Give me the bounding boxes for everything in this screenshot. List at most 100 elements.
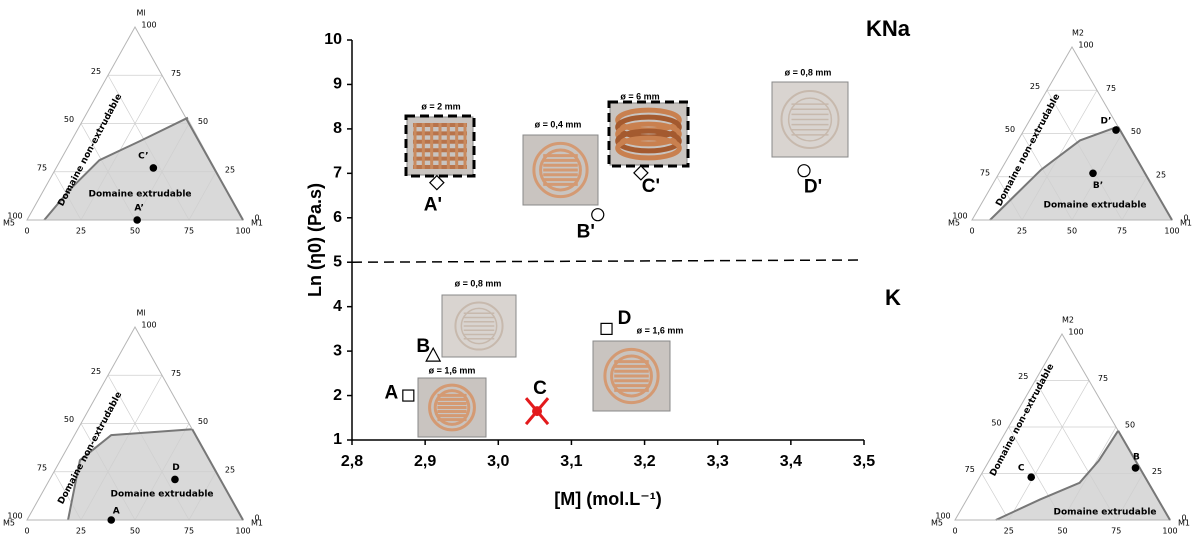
ternary-point [1027,473,1036,482]
ternary-grid-line [1046,90,1123,221]
ternary-edge [191,428,244,521]
ternary-point-label: B’ [1093,181,1103,191]
photo-caption: ø = 1,6 mm [429,365,476,375]
y-tick-label: 6 [333,209,342,226]
ternary-grid-line [107,75,190,221]
photo-caption: ø = 2 mm [421,101,460,111]
ternary-tick-label: 50 [130,227,140,236]
ternary-grid-line [1121,176,1148,221]
photo-ring [433,389,471,426]
ternary-tick-label: 0 [24,527,29,536]
ternary-grid-line [80,375,163,521]
ternary-tick-label: 100 [952,212,967,221]
x-axis-label: [M] (mol.L⁻¹) [554,489,661,509]
sample-photo [441,294,517,358]
boundary-curve [43,116,189,221]
ternary-tick-label: 0 [969,227,974,236]
ternary-grid-line [134,423,190,521]
ternary-tick-label: 25 [1156,170,1166,179]
photo-ring [787,97,833,142]
ternary-tick-label: 75 [1111,527,1121,536]
ternary-grid-line [80,75,163,221]
apex-label: M5 [3,519,15,528]
point-label: A' [424,195,442,216]
ternary-tick-label: 50 [1005,125,1015,134]
ternary-grid-line [53,171,82,221]
ternary-point [1089,169,1097,178]
y-tick-label: 3 [333,342,342,359]
ternary-tick-label: 0 [1181,514,1186,523]
y-tick-label: 2 [333,387,342,404]
ternary-tick-label: 50 [991,419,1001,428]
x-tick-label: 3,0 [487,453,509,470]
ternary-tick-label: 100 [1078,41,1093,50]
sample-photo [592,340,671,412]
ternary-tick-label: 50 [64,415,74,424]
photo-ring [603,347,660,405]
ternary-grid-line [80,123,136,221]
ternary-tick-label: 50 [1125,421,1135,430]
point [428,174,445,191]
ternary-point [171,475,179,484]
point-label: D [618,308,632,329]
ternary-grid-line [1021,133,1073,221]
apex-label: M2 [1072,29,1084,38]
photo-ring [539,148,582,192]
apex-label: M5 [931,519,943,528]
ternary-tick-label: 100 [7,512,22,521]
ternary-point [133,216,141,224]
photo-frame [607,100,690,168]
ternary-grid-line [134,123,190,221]
ternary-point [1112,126,1120,134]
region-label: Domaine extrudable [1043,201,1146,211]
ternary-grid-line [1062,426,1117,521]
point-label: B [416,336,430,357]
ternary-tick-label: 75 [1106,84,1116,93]
ternary-edge [184,117,244,221]
ternary-grid-line [1008,380,1090,521]
ternary-grid-line [80,423,136,521]
ternary-tick-label: 75 [37,463,47,472]
ternary-tick-label: 25 [1017,227,1027,236]
boundary-curve [995,430,1119,521]
threshold-line [351,259,865,263]
boundary-curve [989,125,1119,221]
ternary-grid-line [996,176,1023,221]
apex-label: M1 [251,519,263,528]
ternary-point-label: D [172,463,179,473]
ternary-grid-line [1008,426,1063,521]
photo-caption: ø = 1,6 mm [637,325,684,335]
ternary-tick-label: 0 [254,214,259,223]
y-tick-label: 1 [333,431,342,448]
point [402,389,415,402]
point-label: A [384,383,398,404]
ternary-point-label: C’ [138,151,148,161]
ternary-tick-label: 100 [235,227,250,236]
apex-label: Ml [136,9,145,18]
region-label: Domaine extrudable [1053,508,1156,518]
ternary-tick-label: 50 [198,117,208,126]
ternary-grid-line [188,171,217,221]
x-tick-label: 3,5 [853,453,875,470]
photo-ring [780,90,840,149]
ternary-tick-label: 25 [225,165,235,174]
photo-ring [615,135,682,161]
photo-caption: ø = 0,8 mm [455,278,502,288]
x-tick-label: 2,8 [341,453,363,470]
x-tick-label: 3,1 [560,453,582,470]
ternary-grid-line [53,471,82,521]
sample-photo [771,81,849,158]
ternary-tick-label: 25 [1004,527,1014,536]
ternary-tick-label: 100 [141,21,156,30]
ternary-tick-label: 0 [1183,214,1188,223]
photo-ring [615,128,682,154]
ternary-grid-line [981,473,1010,521]
ternary-tick-label: 75 [171,369,181,378]
x-tick-label: 3,3 [707,453,729,470]
point [633,165,649,181]
ternary-tick-label: 100 [141,321,156,330]
ternary-tick-label: 75 [184,227,194,236]
photo-ring [454,301,504,351]
sample-photo [417,377,487,438]
photo-caption: ø = 6 mm [620,91,659,101]
